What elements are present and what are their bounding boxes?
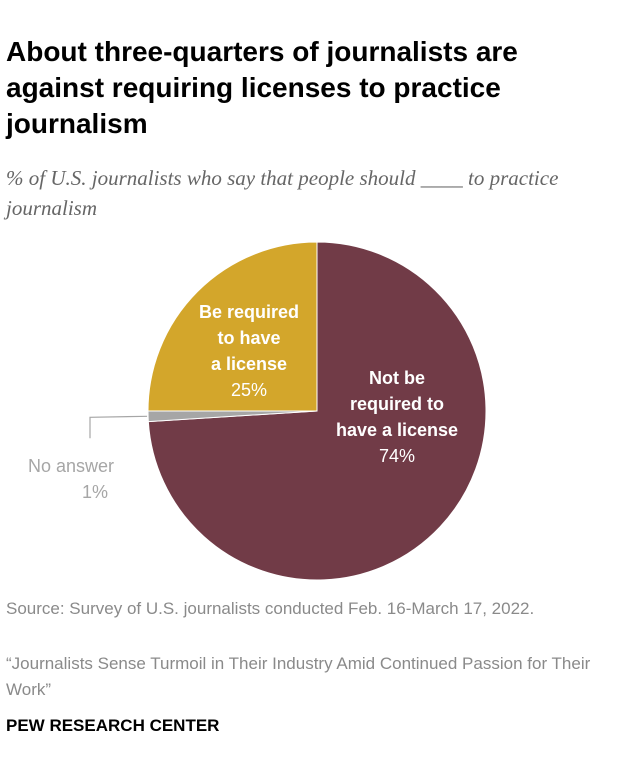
brand-label: PEW RESEARCH CENTER: [6, 716, 220, 735]
slice-label-2: Be required to have a license 25%: [199, 302, 299, 400]
pie-slice-2: [147, 241, 318, 412]
pie-labels: Not be required to have a license 74% No ans…: [28, 302, 458, 502]
slice-value-1: 1%: [82, 482, 108, 502]
chart-title: About three-quarters of journalists are …: [6, 36, 518, 139]
slice-label-1: No answer 1%: [28, 456, 114, 502]
chart-subtitle: % of U.S. journalists who say that peopl…: [6, 166, 559, 220]
pie-chart: Not be required to have a license 74% No ans…: [28, 241, 487, 581]
slice-value-2: 25%: [231, 380, 267, 400]
leader-line: [89, 415, 148, 439]
source-note: Source: Survey of U.S. journalists condu…: [6, 599, 535, 618]
slice-label-0: Not be required to have a license 74%: [336, 368, 458, 466]
slice-value-0: 74%: [379, 446, 415, 466]
report-title: “Journalists Sense Turmoil in Their Indu…: [6, 654, 591, 699]
pie-slices: [147, 241, 487, 581]
